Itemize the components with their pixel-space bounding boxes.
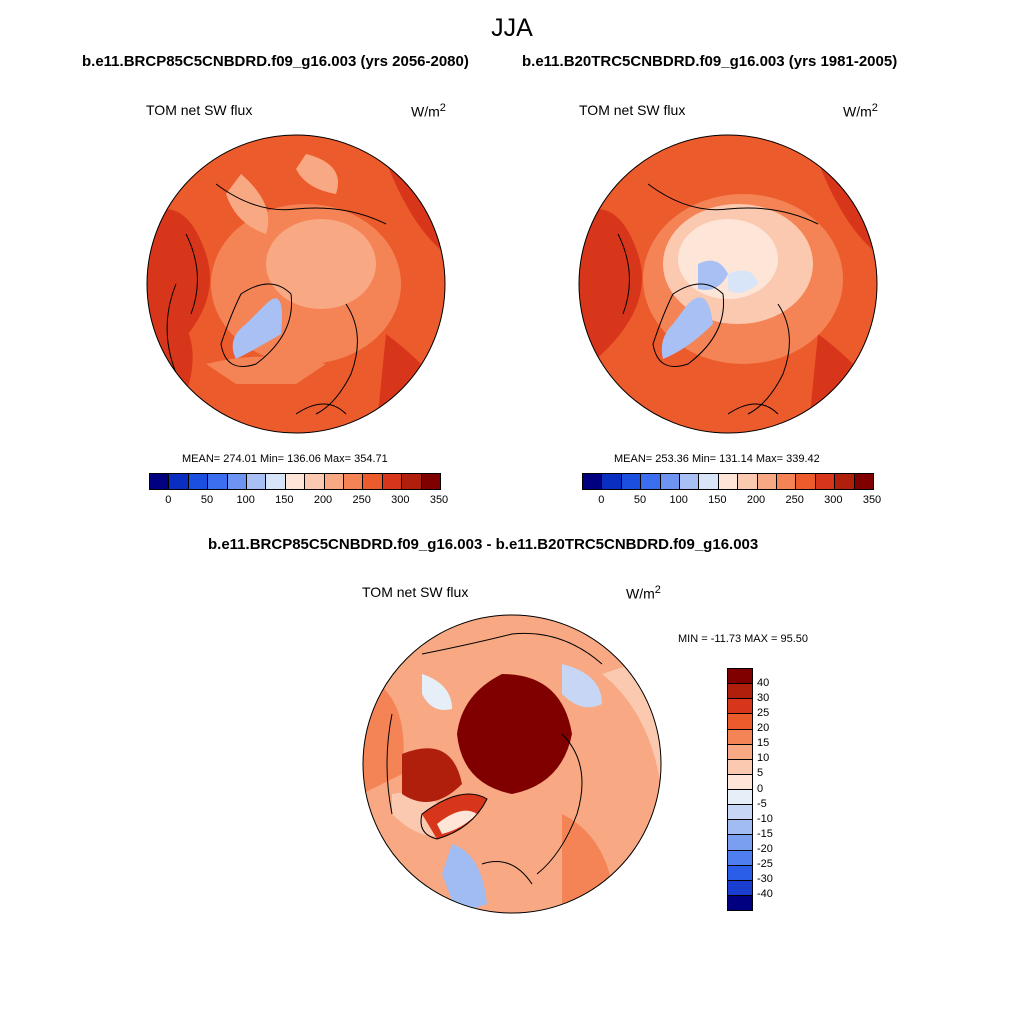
colorbar-swatch — [621, 474, 642, 489]
colorbar-tick-label: -15 — [757, 827, 773, 840]
panel-2-variable-label: TOM net SW flux — [579, 102, 686, 118]
panel-1-colorbar — [149, 473, 441, 490]
colorbar-tick-label: 10 — [757, 752, 770, 765]
colorbar-swatch — [728, 714, 752, 730]
panel-1-stats: MEAN= 274.01 Min= 136.06 Max= 354.71 — [182, 453, 388, 465]
colorbar-swatch — [728, 669, 752, 685]
colorbar-swatch — [324, 474, 345, 489]
colorbar-swatch — [150, 474, 170, 489]
colorbar-swatch — [728, 684, 752, 700]
colorbar-swatch — [363, 474, 383, 489]
colorbar-swatch — [854, 474, 874, 489]
colorbar-swatch — [382, 474, 403, 489]
colorbar-swatch — [728, 805, 752, 821]
colorbar-tick-label: 100 — [669, 494, 688, 506]
colorbar-tick-label: 250 — [785, 494, 804, 506]
difference-polar-map — [362, 614, 662, 914]
colorbar-swatch — [641, 474, 661, 489]
colorbar-tick-label: 350 — [429, 494, 449, 506]
colorbar-swatch — [680, 474, 700, 489]
colorbar-swatch — [305, 474, 325, 489]
colorbar-tick-label: -5 — [757, 797, 767, 810]
colorbar-swatch — [796, 474, 816, 489]
difference-stats: MIN = -11.73 MAX = 95.50 — [678, 633, 809, 645]
colorbar-swatch — [757, 474, 778, 489]
colorbar-swatch — [777, 474, 797, 489]
colorbar-tick-label: -10 — [757, 812, 773, 825]
colorbar-tick-label: 0 — [165, 494, 172, 506]
colorbar-swatch — [266, 474, 286, 489]
difference-colorbar — [727, 668, 753, 911]
colorbar-swatch — [402, 474, 422, 489]
colorbar-swatch — [583, 474, 603, 489]
colorbar-tick-label: 250 — [352, 494, 371, 506]
colorbar-tick-label: -30 — [757, 872, 773, 885]
colorbar-swatch — [728, 790, 752, 806]
colorbar-swatch — [728, 729, 752, 745]
colorbar-tick-label: 0 — [598, 494, 605, 506]
panel-2-colorbar — [582, 473, 874, 490]
colorbar-swatch — [728, 850, 752, 866]
panel-2-stats: MEAN= 253.36 Min= 131.14 Max= 339.42 — [614, 453, 820, 465]
colorbar-tick-label: -40 — [757, 887, 773, 900]
colorbar-swatch — [738, 474, 758, 489]
colorbar-tick-label: 150 — [708, 494, 727, 506]
colorbar-tick-label: 200 — [746, 494, 766, 506]
colorbar-tick-label: 20 — [757, 722, 770, 735]
colorbar-tick-label: 5 — [757, 767, 764, 780]
colorbar-swatch — [728, 835, 752, 851]
colorbar-swatch — [169, 474, 189, 489]
panel-1-units-label: W/m2 — [411, 102, 446, 120]
colorbar-tick-label: 25 — [757, 707, 770, 720]
colorbar-swatch — [602, 474, 622, 489]
colorbar-swatch — [421, 474, 441, 489]
colorbar-tick-label: 40 — [757, 677, 770, 690]
colorbar-swatch — [728, 759, 752, 775]
colorbar-swatch — [728, 820, 752, 836]
colorbar-tick-label: 350 — [862, 494, 882, 506]
colorbar-tick-label: 15 — [757, 737, 770, 750]
colorbar-swatch — [344, 474, 364, 489]
colorbar-swatch — [728, 774, 752, 790]
colorbar-swatch — [718, 474, 739, 489]
colorbar-swatch — [728, 865, 752, 881]
colorbar-swatch — [660, 474, 681, 489]
colorbar-swatch — [815, 474, 836, 489]
panel-2-case-title: b.e11.B20TRC5CNBDRD.f09_g16.003 (yrs 198… — [522, 53, 898, 70]
difference-variable-label: TOM net SW flux — [362, 584, 469, 600]
colorbar-tick-label: 150 — [275, 494, 294, 506]
panel-2-units-label: W/m2 — [843, 102, 878, 120]
difference-case-title: b.e11.BRCP85C5CNBDRD.f09_g16.003 - b.e11… — [208, 536, 759, 553]
colorbar-swatch — [227, 474, 248, 489]
colorbar-swatch — [188, 474, 209, 489]
colorbar-tick-label: 0 — [757, 782, 764, 795]
colorbar-swatch — [835, 474, 855, 489]
colorbar-swatch — [285, 474, 306, 489]
colorbar-tick-label: 300 — [391, 494, 410, 506]
colorbar-tick-label: -25 — [757, 857, 773, 870]
colorbar-tick-label: 50 — [200, 494, 214, 506]
colorbar-tick-label: 100 — [236, 494, 255, 506]
colorbar-swatch — [208, 474, 228, 489]
colorbar-swatch — [699, 474, 719, 489]
colorbar-swatch — [728, 699, 752, 715]
colorbar-tick-label: 30 — [757, 692, 770, 705]
colorbar-tick-label: 200 — [313, 494, 333, 506]
colorbar-tick-label: -20 — [757, 842, 773, 855]
colorbar-swatch — [247, 474, 267, 489]
colorbar-tick-label: 50 — [633, 494, 647, 506]
difference-units-label: W/m2 — [626, 584, 661, 602]
colorbar-swatch — [728, 880, 752, 896]
panel-2-polar-map — [578, 134, 878, 434]
panel-1-polar-map — [146, 134, 446, 434]
colorbar-swatch — [728, 744, 752, 760]
panel-1-case-title: b.e11.BRCP85C5CNBDRD.f09_g16.003 (yrs 20… — [82, 53, 469, 70]
colorbar-swatch — [728, 895, 752, 910]
figure-title: JJA — [491, 14, 533, 42]
colorbar-tick-label: 300 — [824, 494, 843, 506]
panel-1-variable-label: TOM net SW flux — [146, 102, 253, 118]
